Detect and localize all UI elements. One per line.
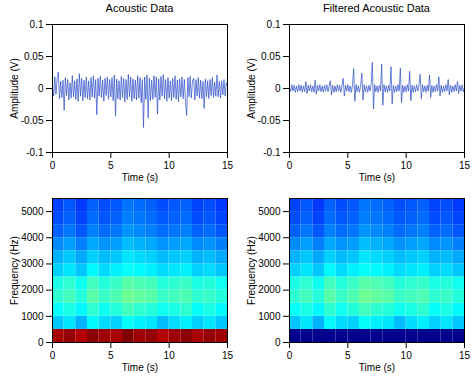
svg-text:2000: 2000 xyxy=(258,284,281,295)
svg-text:Frequency (Hz): Frequency (Hz) xyxy=(9,236,20,305)
svg-text:0: 0 xyxy=(38,337,44,348)
svg-text:10: 10 xyxy=(401,160,413,171)
svg-text:0: 0 xyxy=(50,160,56,171)
svg-text:15: 15 xyxy=(222,350,234,361)
svg-text:0: 0 xyxy=(275,337,281,348)
svg-text:5: 5 xyxy=(345,350,351,361)
svg-text:1000: 1000 xyxy=(21,311,44,322)
svg-text:0: 0 xyxy=(275,83,281,94)
svg-text:5: 5 xyxy=(345,160,351,171)
svg-text:-0.1: -0.1 xyxy=(26,147,44,158)
svg-text:Time (s): Time (s) xyxy=(122,362,158,373)
svg-text:5000: 5000 xyxy=(258,206,281,217)
svg-text:15: 15 xyxy=(459,160,471,171)
html-text:Acoustic Data: Acoustic Data xyxy=(105,2,174,14)
svg-text:3000: 3000 xyxy=(258,258,281,269)
svg-text:Amplitude (V): Amplitude (V) xyxy=(9,58,20,119)
svg-text:0: 0 xyxy=(38,83,44,94)
svg-text:Time (s): Time (s) xyxy=(359,172,395,183)
svg-text:10: 10 xyxy=(401,350,413,361)
svg-text:-0.1: -0.1 xyxy=(263,147,281,158)
svg-text:1000: 1000 xyxy=(258,311,281,322)
svg-text:0: 0 xyxy=(287,160,293,171)
svg-text:Time (s): Time (s) xyxy=(122,172,158,183)
svg-text:0: 0 xyxy=(50,350,56,361)
svg-text:10: 10 xyxy=(164,160,176,171)
svg-text:5000: 5000 xyxy=(21,206,44,217)
html-text:Filtered Acoustic Data: Filtered Acoustic Data xyxy=(323,2,430,14)
svg-text:15: 15 xyxy=(459,350,471,361)
svg-text:Frequency (Hz): Frequency (Hz) xyxy=(246,236,257,305)
svg-text:3000: 3000 xyxy=(21,258,44,269)
svg-text:Amplitude (V): Amplitude (V) xyxy=(246,58,257,119)
svg-text:2000: 2000 xyxy=(21,284,44,295)
svg-text:15: 15 xyxy=(222,160,234,171)
svg-text:0.05: 0.05 xyxy=(24,51,44,62)
svg-text:-0.05: -0.05 xyxy=(21,115,44,126)
svg-text:10: 10 xyxy=(164,350,176,361)
svg-text:5: 5 xyxy=(108,350,114,361)
svg-text:-0.05: -0.05 xyxy=(258,115,281,126)
svg-text:0.1: 0.1 xyxy=(267,19,281,30)
svg-text:Time (s): Time (s) xyxy=(359,362,395,373)
svg-text:5: 5 xyxy=(108,160,114,171)
svg-text:0.1: 0.1 xyxy=(30,19,44,30)
svg-text:4000: 4000 xyxy=(21,232,44,243)
svg-text:0: 0 xyxy=(287,350,293,361)
svg-text:0.05: 0.05 xyxy=(261,51,281,62)
svg-text:4000: 4000 xyxy=(258,232,281,243)
